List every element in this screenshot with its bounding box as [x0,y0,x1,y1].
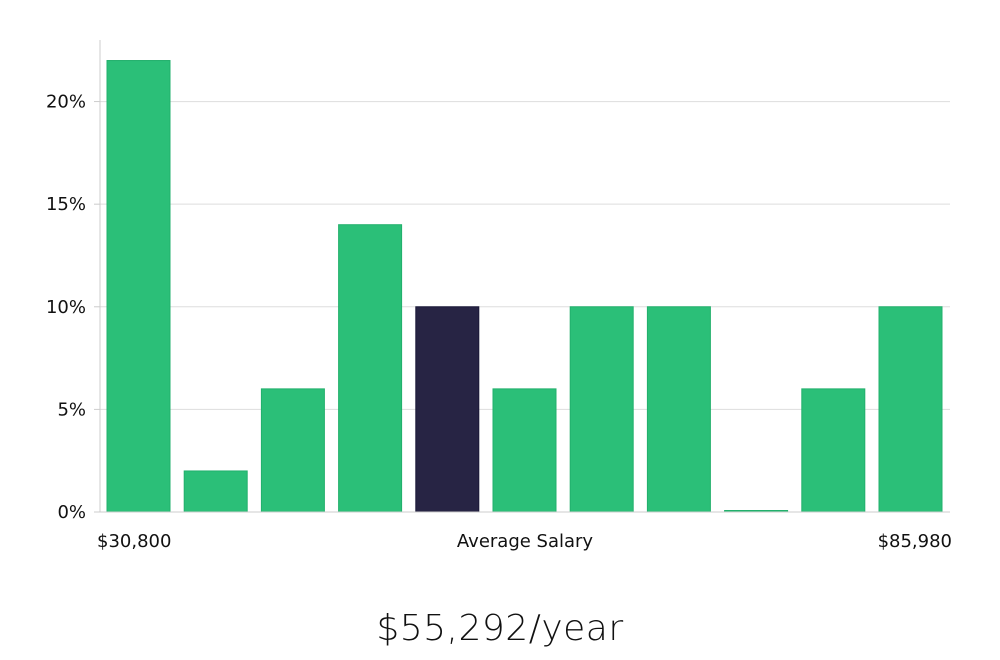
y-tick-label: 20% [46,92,86,113]
y-tick-label: 15% [46,194,86,215]
y-axis-ticks: 0% 5% 10% 15% 20% [46,92,100,523]
bar [569,306,634,513]
bar [492,388,557,513]
y-tick-label: 10% [46,297,86,318]
bar [801,388,866,513]
bar [878,306,943,513]
x-axis-title: Average Salary [457,531,594,552]
x-max-label: $85,980 [878,531,952,552]
average-salary-value: $55,292/year [376,608,624,649]
grid-lines [100,101,950,410]
salary-distribution-chart: 0% 5% 10% 15% 20% $30,800 Average Salary $85… [46,40,952,552]
bar [183,470,248,513]
bar [106,60,171,513]
bars [106,60,943,513]
y-tick-label: 0% [57,502,86,523]
bar [260,388,325,513]
bar [338,224,403,513]
bar-highlighted-average [415,306,480,513]
bar [646,306,711,513]
y-tick-label: 5% [57,399,86,420]
x-min-label: $30,800 [97,531,171,552]
